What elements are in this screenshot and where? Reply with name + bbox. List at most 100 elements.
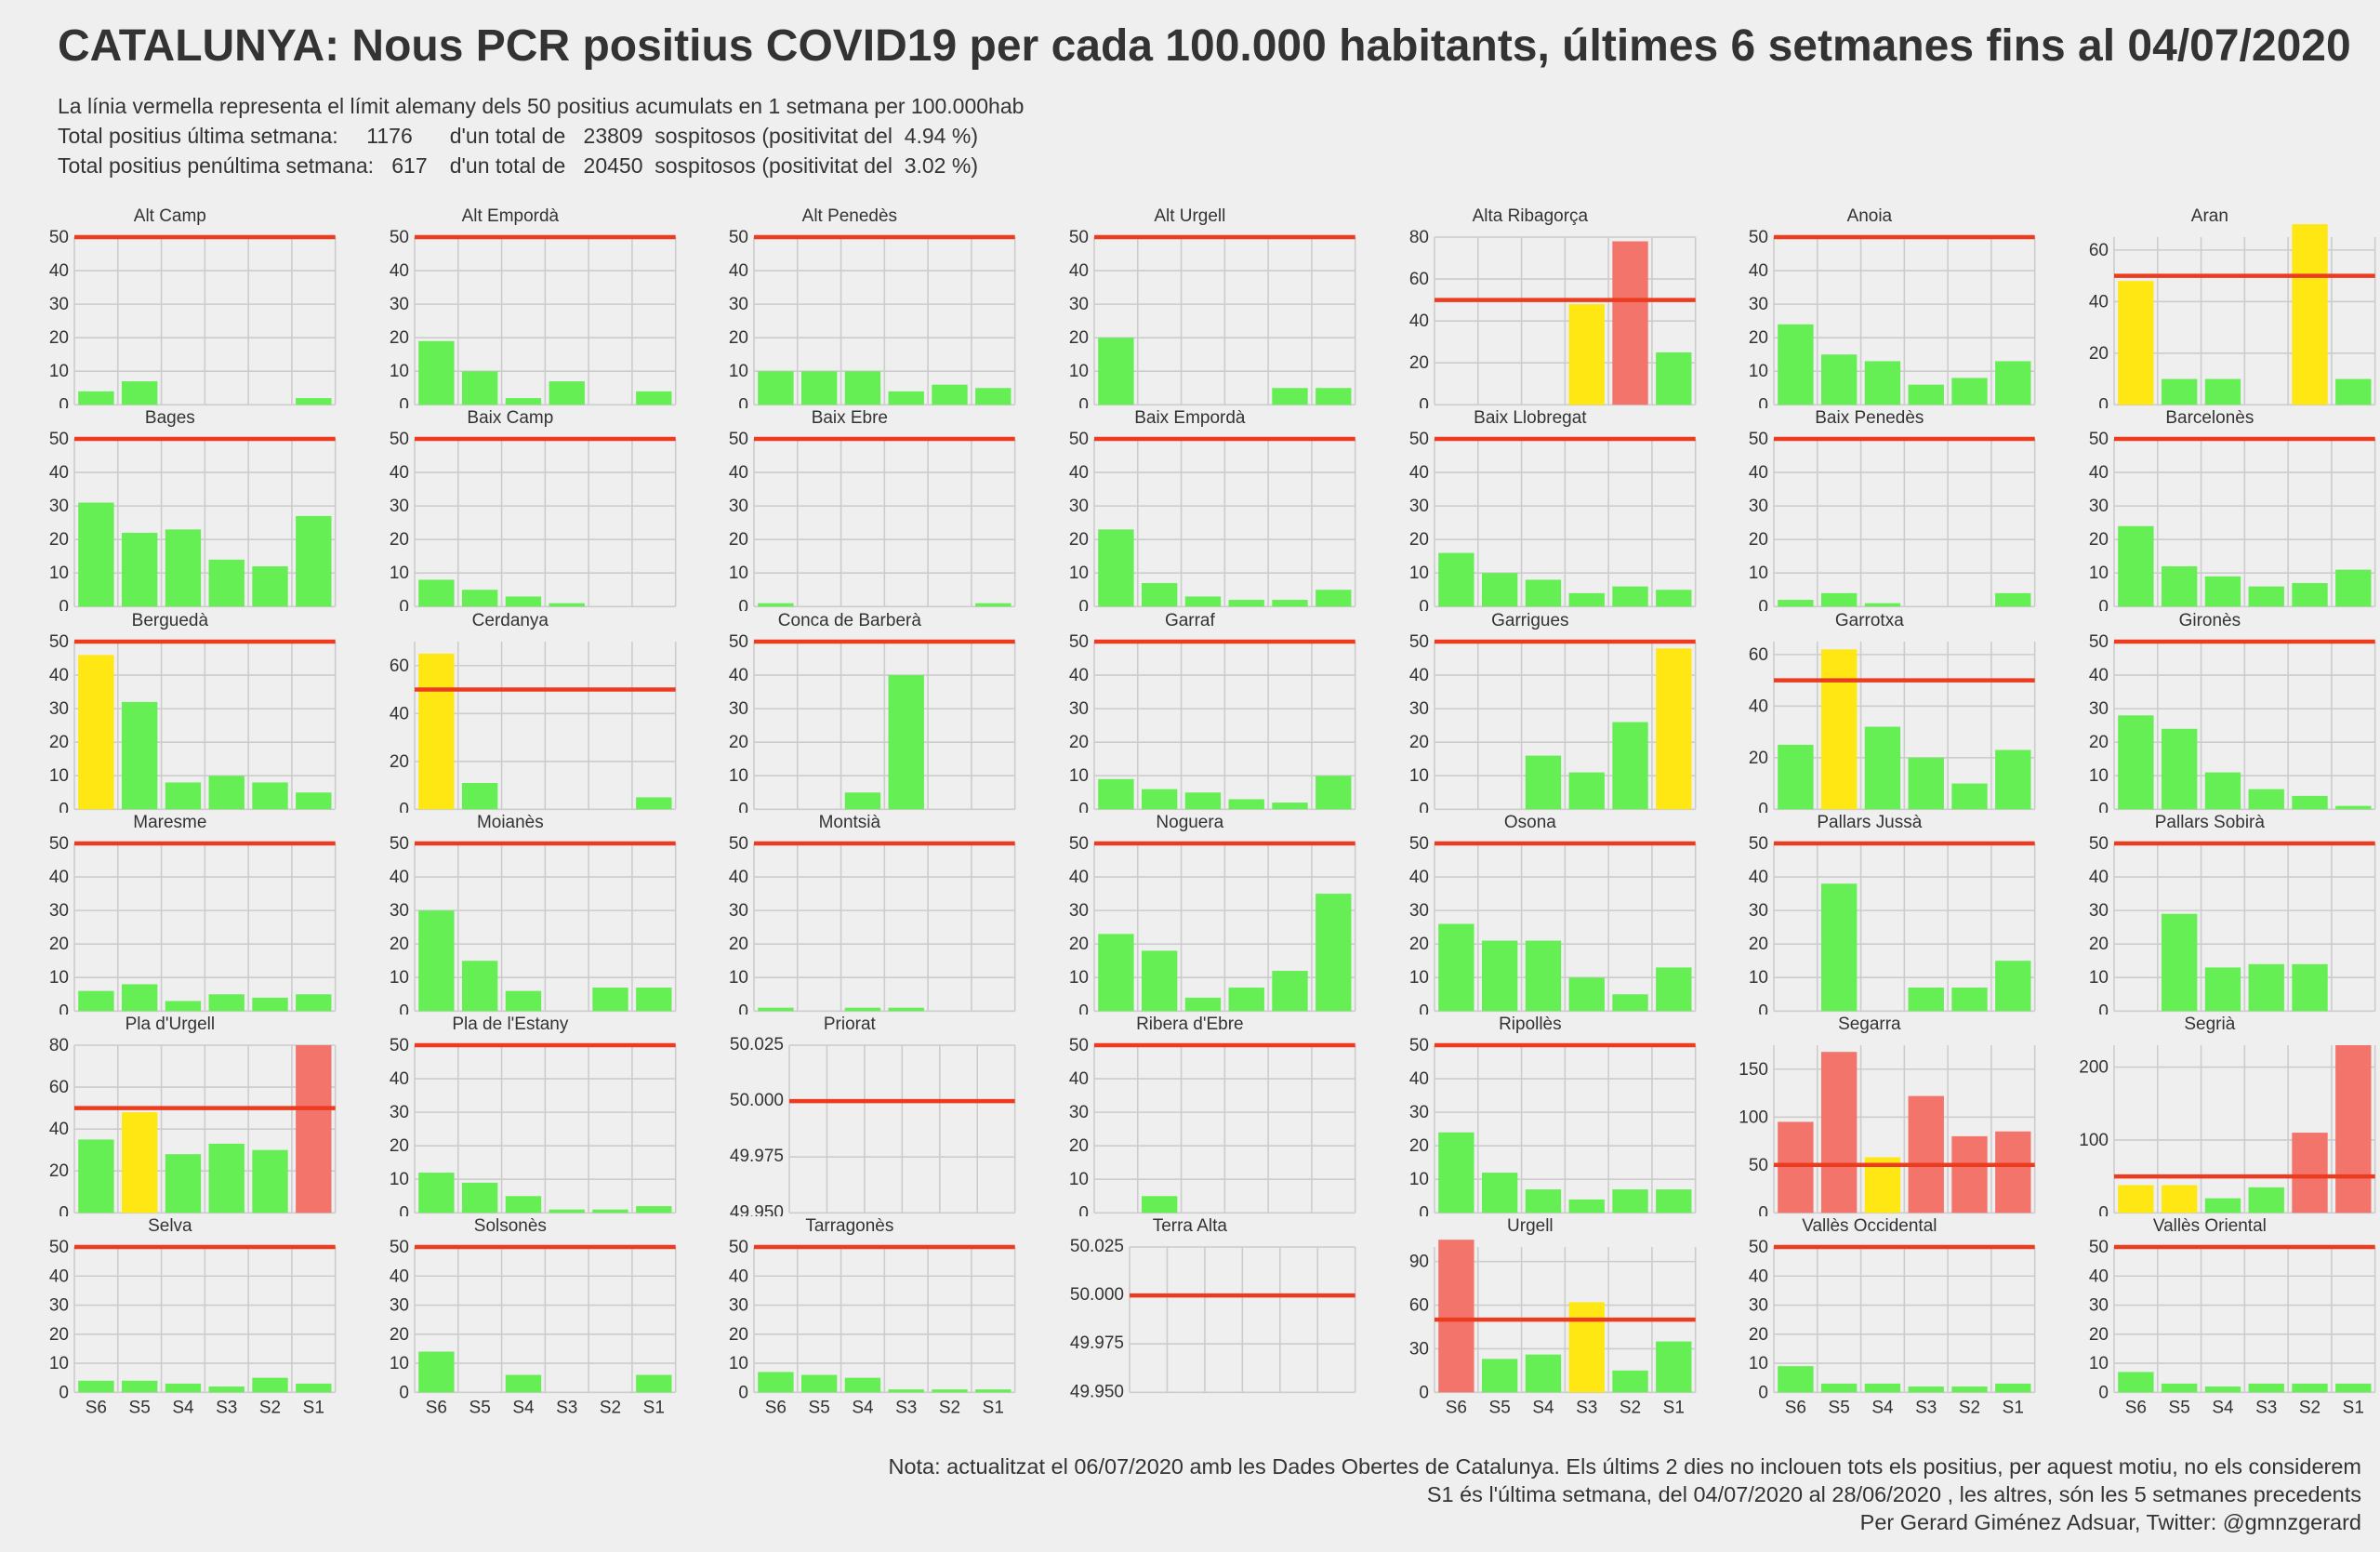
svg-text:20: 20 [49, 1325, 69, 1345]
svg-text:0: 0 [739, 598, 749, 611]
svg-text:S1: S1 [1662, 1399, 1684, 1418]
svg-text:0: 0 [59, 598, 69, 611]
svg-text:S3: S3 [1916, 1399, 1937, 1418]
svg-text:10: 10 [2089, 1355, 2109, 1374]
svg-text:40: 40 [1409, 312, 1429, 331]
svg-text:40: 40 [49, 868, 69, 887]
svg-text:S3: S3 [1576, 1399, 1597, 1418]
svg-text:S3: S3 [2255, 1399, 2277, 1418]
svg-text:49.950: 49.950 [1070, 1383, 1124, 1402]
svg-text:20: 20 [390, 328, 409, 348]
svg-text:10: 10 [2089, 564, 2109, 584]
svg-text:S4: S4 [172, 1399, 193, 1418]
svg-text:80: 80 [49, 1036, 69, 1055]
svg-text:40: 40 [1749, 868, 1768, 887]
svg-text:S1: S1 [2003, 1399, 2024, 1418]
svg-text:Solsonès: Solsonès [473, 1216, 546, 1236]
svg-text:60: 60 [1409, 270, 1429, 289]
svg-text:40: 40 [729, 463, 748, 483]
svg-text:S5: S5 [809, 1399, 830, 1418]
svg-text:Montsià: Montsià [819, 813, 881, 832]
svg-text:30: 30 [49, 901, 69, 921]
svg-text:50: 50 [729, 1238, 748, 1257]
svg-text:Conca de Barberà: Conca de Barberà [778, 611, 922, 630]
svg-text:50: 50 [1069, 228, 1089, 247]
svg-text:50: 50 [49, 834, 69, 854]
svg-text:30: 30 [1409, 497, 1429, 516]
svg-text:40: 40 [390, 463, 409, 483]
svg-text:10: 10 [49, 968, 69, 988]
svg-text:50: 50 [1749, 228, 1768, 247]
svg-text:20: 20 [1069, 328, 1089, 348]
svg-text:10: 10 [1069, 564, 1089, 584]
svg-text:S6: S6 [86, 1399, 107, 1418]
svg-text:10: 10 [729, 968, 748, 988]
svg-text:Vallès Occidental: Vallès Occidental [1803, 1216, 1937, 1236]
svg-text:20: 20 [2089, 530, 2109, 550]
svg-text:50: 50 [1069, 632, 1089, 652]
svg-text:0: 0 [1078, 800, 1089, 813]
svg-text:20: 20 [390, 530, 409, 550]
svg-text:40: 40 [2089, 868, 2109, 887]
svg-text:30: 30 [1409, 1103, 1429, 1122]
svg-text:30: 30 [49, 699, 69, 719]
svg-text:S6: S6 [425, 1399, 446, 1418]
svg-text:30: 30 [390, 901, 409, 921]
svg-text:Baix Empordà: Baix Empordà [1134, 408, 1246, 428]
svg-text:30: 30 [1069, 1103, 1089, 1122]
svg-text:50: 50 [729, 430, 748, 449]
svg-text:10: 10 [1069, 766, 1089, 786]
svg-text:40: 40 [1749, 696, 1768, 716]
svg-text:Bages: Bages [145, 408, 195, 428]
svg-text:Alta Ribagorça: Alta Ribagorça [1472, 206, 1588, 226]
svg-text:90: 90 [1409, 1253, 1429, 1272]
svg-text:50: 50 [390, 834, 409, 854]
svg-text:10: 10 [390, 362, 409, 381]
svg-text:20: 20 [49, 733, 69, 752]
svg-text:10: 10 [1409, 1170, 1429, 1189]
svg-text:50.000: 50.000 [1070, 1286, 1124, 1306]
svg-text:10: 10 [2089, 766, 2109, 786]
svg-text:30: 30 [2089, 1296, 2109, 1316]
svg-text:S2: S2 [939, 1399, 960, 1418]
svg-text:30: 30 [1069, 295, 1089, 314]
svg-text:S2: S2 [2299, 1399, 2320, 1418]
svg-text:Garrotxa: Garrotxa [1835, 611, 1904, 630]
svg-text:20: 20 [49, 935, 69, 954]
svg-text:49.975: 49.975 [1070, 1334, 1124, 1354]
svg-text:Pla de l'Estany: Pla de l'Estany [452, 1015, 568, 1034]
svg-text:S5: S5 [1488, 1399, 1510, 1418]
svg-text:10: 10 [1749, 1355, 1768, 1374]
svg-text:Osona: Osona [1504, 813, 1556, 832]
svg-text:0: 0 [1759, 1203, 1769, 1216]
svg-text:20: 20 [1749, 530, 1768, 550]
svg-text:S2: S2 [1620, 1399, 1641, 1418]
svg-text:20: 20 [390, 1325, 409, 1345]
svg-text:10: 10 [1069, 968, 1089, 988]
svg-text:20: 20 [2089, 935, 2109, 954]
svg-text:50.000: 50.000 [730, 1091, 784, 1110]
svg-text:10: 10 [49, 564, 69, 584]
svg-text:S1: S1 [2343, 1399, 2364, 1418]
svg-text:S5: S5 [129, 1399, 151, 1418]
svg-text:40: 40 [390, 1069, 409, 1089]
svg-text:0: 0 [1419, 1203, 1429, 1216]
svg-text:S6: S6 [1785, 1399, 1806, 1418]
svg-text:40: 40 [729, 868, 748, 887]
svg-text:Baix Llobregat: Baix Llobregat [1474, 408, 1587, 428]
svg-text:Garraf: Garraf [1165, 611, 1216, 630]
svg-text:20: 20 [1749, 935, 1768, 954]
svg-text:S6: S6 [1446, 1399, 1467, 1418]
svg-text:40: 40 [49, 1267, 69, 1287]
svg-text:S4: S4 [2212, 1399, 2233, 1418]
svg-text:50: 50 [2089, 430, 2109, 449]
svg-text:30: 30 [1069, 901, 1089, 921]
svg-text:40: 40 [390, 261, 409, 281]
svg-text:100: 100 [2079, 1131, 2109, 1150]
svg-text:40: 40 [1069, 261, 1089, 281]
svg-text:Pallars Jussà: Pallars Jussà [1818, 813, 1923, 832]
svg-text:0: 0 [399, 800, 409, 813]
svg-text:40: 40 [1069, 666, 1089, 685]
svg-text:10: 10 [49, 1355, 69, 1374]
svg-text:0: 0 [739, 1384, 749, 1403]
